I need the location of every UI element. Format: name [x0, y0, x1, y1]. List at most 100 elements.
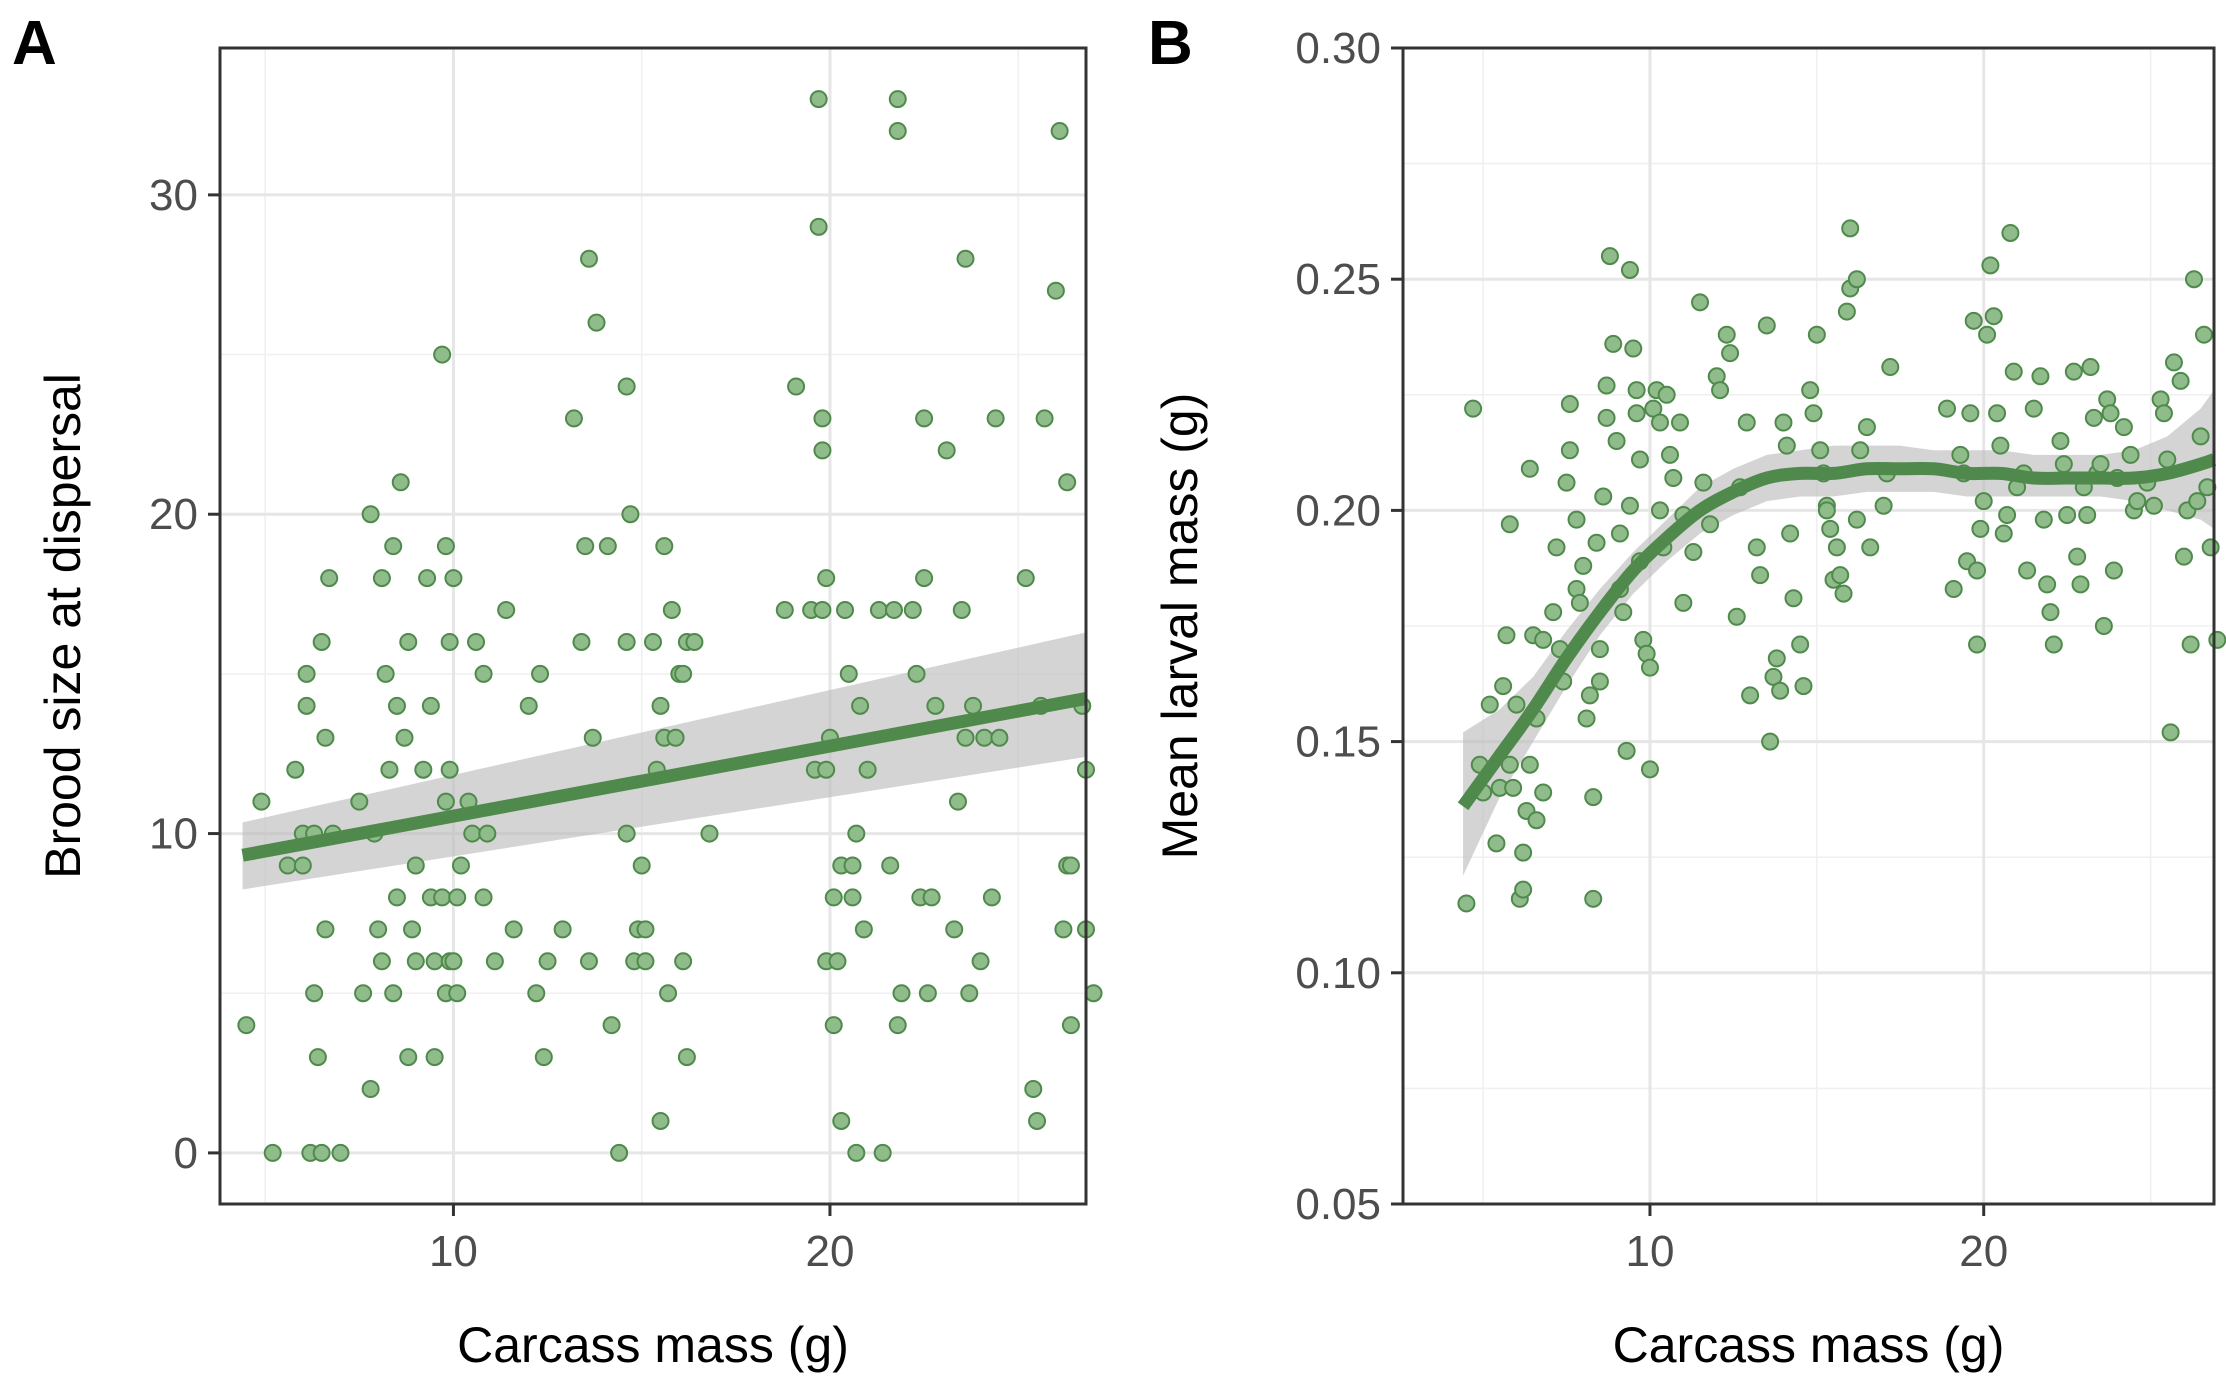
- panel-a-data-point: [775, 601, 794, 620]
- panel-a-data-point: [350, 792, 369, 811]
- panel-b-data-point: [1597, 408, 1616, 427]
- panel-a-data-point: [960, 984, 979, 1003]
- panel-a-data-point: [922, 888, 941, 907]
- panel-a-data-point: [971, 952, 990, 971]
- panel-a-data-point: [847, 1143, 866, 1162]
- panel-b-data-point: [2181, 635, 2200, 654]
- panel-a-data-point: [854, 920, 873, 939]
- panel-a-data-point: [975, 728, 994, 747]
- panel-a-data-point: [293, 856, 312, 875]
- panel-b-y-tick-label: 0.30: [1295, 24, 1381, 73]
- panel-a-data-point: [1050, 122, 1069, 141]
- panel-a-data-point: [436, 537, 455, 556]
- panel-b-data-point: [1777, 436, 1796, 455]
- panel-b-data-point: [1590, 672, 1609, 691]
- panel-b-data-point: [1998, 506, 2017, 525]
- panel-a-data-point: [433, 888, 452, 907]
- panel-a-data-point: [553, 920, 572, 939]
- panel-b-y-tick-label: 0.15: [1295, 718, 1381, 767]
- panel-b-data-point: [1614, 603, 1633, 622]
- panel-b-data-point: [1457, 894, 1476, 913]
- panel-a-data-point: [384, 984, 403, 1003]
- panel-b-data-point: [1650, 413, 1669, 432]
- panel-b-data-point: [1774, 413, 1793, 432]
- panel-a-data-point: [892, 984, 911, 1003]
- panel-b-data-point: [1620, 260, 1639, 279]
- panel-a-data-point: [843, 856, 862, 875]
- panel-b-data-point: [1874, 496, 1893, 515]
- panel-a-data-point: [361, 1080, 380, 1099]
- panel-a-data-point: [312, 1143, 331, 1162]
- panel-a-data-point: [286, 760, 305, 779]
- panel-b-label: B: [1148, 9, 1193, 78]
- panel-b-data-point: [2188, 492, 2207, 511]
- panel-b-data-point: [1841, 219, 1860, 238]
- panel-b-data-point: [2064, 362, 2083, 381]
- panel-a-data-point: [817, 569, 836, 588]
- panel-b-x-tick-label: 10: [1625, 1227, 1674, 1276]
- panel-b-data-point: [2051, 432, 2070, 451]
- panel-a-data-point: [888, 90, 907, 109]
- panel-b-data-point: [2071, 575, 2090, 594]
- panel-a-data-point: [655, 537, 674, 556]
- panel-b-data-point: [1684, 543, 1703, 562]
- panel-a-data-point: [632, 856, 651, 875]
- panel-a-data-point: [504, 920, 523, 939]
- panel-a-data-point: [316, 728, 335, 747]
- panel-a-data-point: [278, 856, 297, 875]
- panel-a-data-point: [945, 920, 964, 939]
- panel-b-data-point: [1464, 399, 1483, 418]
- panel-a-data-point: [666, 728, 685, 747]
- panel-b-data-point: [2191, 427, 2210, 446]
- panel-a-data-point: [534, 1048, 553, 1067]
- panel-b-data-point: [1544, 603, 1563, 622]
- panel-b-data-point: [2174, 547, 2193, 566]
- panel-b-data-point: [1771, 681, 1790, 700]
- panel-b-data-point: [1640, 658, 1659, 677]
- panel-b-data-point: [2144, 496, 2163, 515]
- panel-a-y-tick-label: 20: [149, 490, 198, 539]
- panel-b-data-point: [2114, 418, 2133, 437]
- panel-b: B 10 20 0.05 0.10 0.15 0.20 0.25 0.30 Carcass m…: [1148, 9, 2226, 1373]
- panel-b-data-point: [2031, 367, 2050, 386]
- panel-b-data-point: [1817, 501, 1836, 520]
- panel-b-data-point: [1988, 404, 2007, 423]
- panel-a-data-point: [915, 409, 934, 428]
- panel-b-data-point: [2171, 371, 2190, 390]
- panel-b-data-point: [1784, 589, 1803, 608]
- panel-a-data-point: [813, 441, 832, 460]
- panel-a-data-point: [369, 920, 388, 939]
- panel-a-data-point: [527, 984, 546, 1003]
- panel-b-data-point: [1664, 469, 1683, 488]
- panel-a-data-point: [372, 569, 391, 588]
- panel-a-data-point: [651, 696, 670, 715]
- panel-a-data-point: [817, 760, 836, 779]
- panel-b-data-point: [1821, 519, 1840, 538]
- panel-a-data-point: [444, 952, 463, 971]
- panel-a-data-point: [406, 952, 425, 971]
- panel-a-y-tick-label: 10: [149, 810, 198, 859]
- panel-b-data-point: [1480, 695, 1499, 714]
- panel-a-data-point: [425, 952, 444, 971]
- panel-a-data-point: [576, 537, 595, 556]
- panel-b-y-tick-label: 0.05: [1295, 1180, 1381, 1229]
- panel-a-data-point: [881, 856, 900, 875]
- panel-b-data-point: [1584, 889, 1603, 908]
- panel-a-data-point: [252, 792, 271, 811]
- panel-a-data-point: [621, 505, 640, 524]
- panel-a-data-point: [564, 409, 583, 428]
- panel-b-x-tick-label: 20: [1959, 1227, 2008, 1276]
- panel-a-data-point: [395, 728, 414, 747]
- panel-b-data-point: [1494, 677, 1513, 696]
- panel-b-data-point: [1520, 459, 1539, 478]
- panel-a-data-point: [809, 217, 828, 236]
- panel-a-data-point: [787, 377, 806, 396]
- panel-b-data-point: [2054, 455, 2073, 474]
- panel-b-data-point: [2038, 575, 2057, 594]
- panel-b-data-point: [1801, 381, 1820, 400]
- panel-b-data-point: [1534, 783, 1553, 802]
- panel-b-data-point: [1981, 256, 2000, 275]
- panel-a-data-point: [1054, 920, 1073, 939]
- panel-a-data-point: [700, 824, 719, 843]
